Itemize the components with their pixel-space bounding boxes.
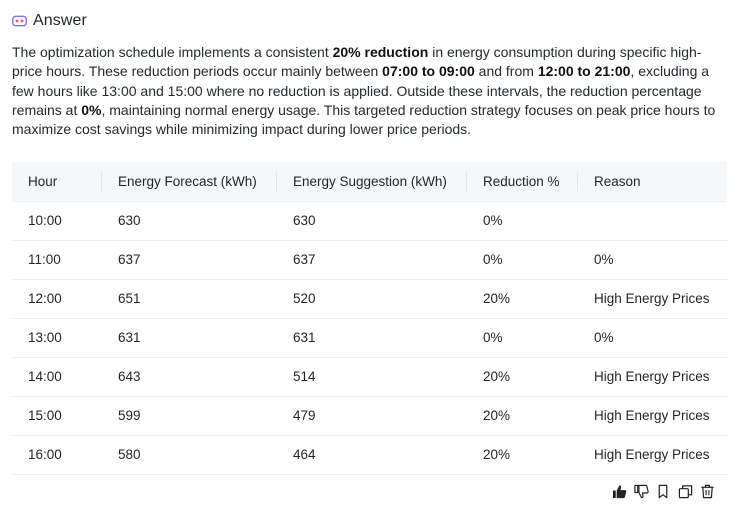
cell-reason: High Energy Prices — [578, 395, 727, 435]
cell-reason: High Energy Prices — [578, 356, 727, 396]
cell-energy-forecast: 599 — [102, 395, 277, 435]
cell-hour: 12:00 — [12, 278, 102, 318]
summary-text: and from — [474, 63, 538, 80]
cell-reduction: 20% — [467, 356, 578, 396]
cell-reduction: 0% — [467, 239, 578, 279]
cell-energy-forecast: 643 — [102, 356, 277, 396]
summary-text: The optimization schedule implements a c… — [12, 44, 333, 60]
summary-text: , maintaining normal energy usage. This … — [12, 101, 716, 138]
column-header-reduction[interactable]: Reduction % — [467, 162, 578, 201]
table-row: 13:00 631 631 0% 0% — [12, 317, 727, 357]
cell-energy-suggestion: 631 — [277, 317, 467, 357]
summary-text: in energy consumption during specific hi… — [12, 44, 702, 80]
cell-reason: 0% — [578, 317, 727, 357]
copy-icon[interactable] — [677, 483, 693, 499]
summary-highlight: 20% reduction — [332, 44, 429, 60]
cell-reduction: 20% — [467, 395, 578, 435]
cell-reason: High Energy Prices — [578, 434, 727, 475]
cell-hour: 16:00 — [12, 434, 102, 475]
cell-energy-forecast: 630 — [102, 200, 277, 240]
cell-reduction: 0% — [467, 317, 578, 357]
table-row: 10:00 630 630 0% — [12, 200, 727, 240]
table-row: 12:00 651 520 20% High Energy Prices — [12, 278, 727, 318]
cell-energy-forecast: 637 — [102, 239, 277, 279]
summary-highlight: 07:00 to 09:00 — [382, 63, 475, 80]
summary-highlight: 12:00 to 21:00 — [537, 63, 631, 80]
cell-hour: 11:00 — [12, 239, 102, 279]
answer-title: Answer — [33, 12, 87, 29]
ai-assistant-icon — [12, 15, 27, 27]
column-header-energy-suggestion[interactable]: Energy Suggestion (kWh) — [277, 162, 467, 201]
column-header-hour[interactable]: Hour — [12, 162, 102, 201]
cell-energy-forecast: 580 — [102, 434, 277, 475]
cell-reduction: 0% — [467, 200, 578, 240]
answer-summary: The optimization schedule implements a c… — [12, 43, 724, 139]
cell-energy-forecast: 631 — [102, 317, 277, 357]
bookmark-icon[interactable] — [655, 483, 671, 499]
cell-energy-suggestion: 514 — [277, 356, 467, 396]
cell-hour: 15:00 — [12, 395, 102, 435]
cell-hour: 13:00 — [12, 317, 102, 357]
cell-energy-suggestion: 637 — [277, 239, 467, 279]
summary-highlight: 0% — [81, 101, 102, 118]
cell-reduction: 20% — [467, 434, 578, 475]
cell-energy-suggestion: 630 — [277, 200, 467, 240]
cell-reason — [578, 200, 727, 240]
answer-actions — [611, 483, 715, 499]
column-header-energy-forecast[interactable]: Energy Forecast (kWh) — [102, 162, 277, 201]
thumbs-up-icon[interactable] — [611, 483, 627, 499]
cell-energy-suggestion: 464 — [277, 434, 467, 475]
cell-reason: High Energy Prices — [578, 278, 727, 318]
trash-icon[interactable] — [699, 483, 715, 499]
schedule-table: Hour Energy Forecast (kWh) Energy Sugges… — [12, 162, 727, 475]
cell-reason: 0% — [578, 239, 727, 279]
table-header-row: Hour Energy Forecast (kWh) Energy Sugges… — [12, 162, 727, 201]
schedule-table-container: Hour Energy Forecast (kWh) Energy Sugges… — [12, 162, 727, 475]
answer-header: Answer — [12, 11, 87, 31]
table-row: 14:00 643 514 20% High Energy Prices — [12, 356, 727, 396]
table-row: 16:00 580 464 20% High Energy Prices — [12, 434, 727, 475]
summary-text: , excluding a few hours like 13:00 and 1… — [12, 63, 710, 118]
cell-energy-suggestion: 520 — [277, 278, 467, 318]
thumbs-down-icon[interactable] — [633, 483, 649, 499]
cell-energy-suggestion: 479 — [277, 395, 467, 435]
table-row: 11:00 637 637 0% 0% — [12, 239, 727, 279]
table-row: 15:00 599 479 20% High Energy Prices — [12, 395, 727, 435]
cell-reduction: 20% — [467, 278, 578, 318]
cell-hour: 10:00 — [12, 200, 102, 240]
cell-energy-forecast: 651 — [102, 278, 277, 318]
column-header-reason[interactable]: Reason — [594, 173, 641, 189]
cell-hour: 14:00 — [12, 356, 102, 396]
